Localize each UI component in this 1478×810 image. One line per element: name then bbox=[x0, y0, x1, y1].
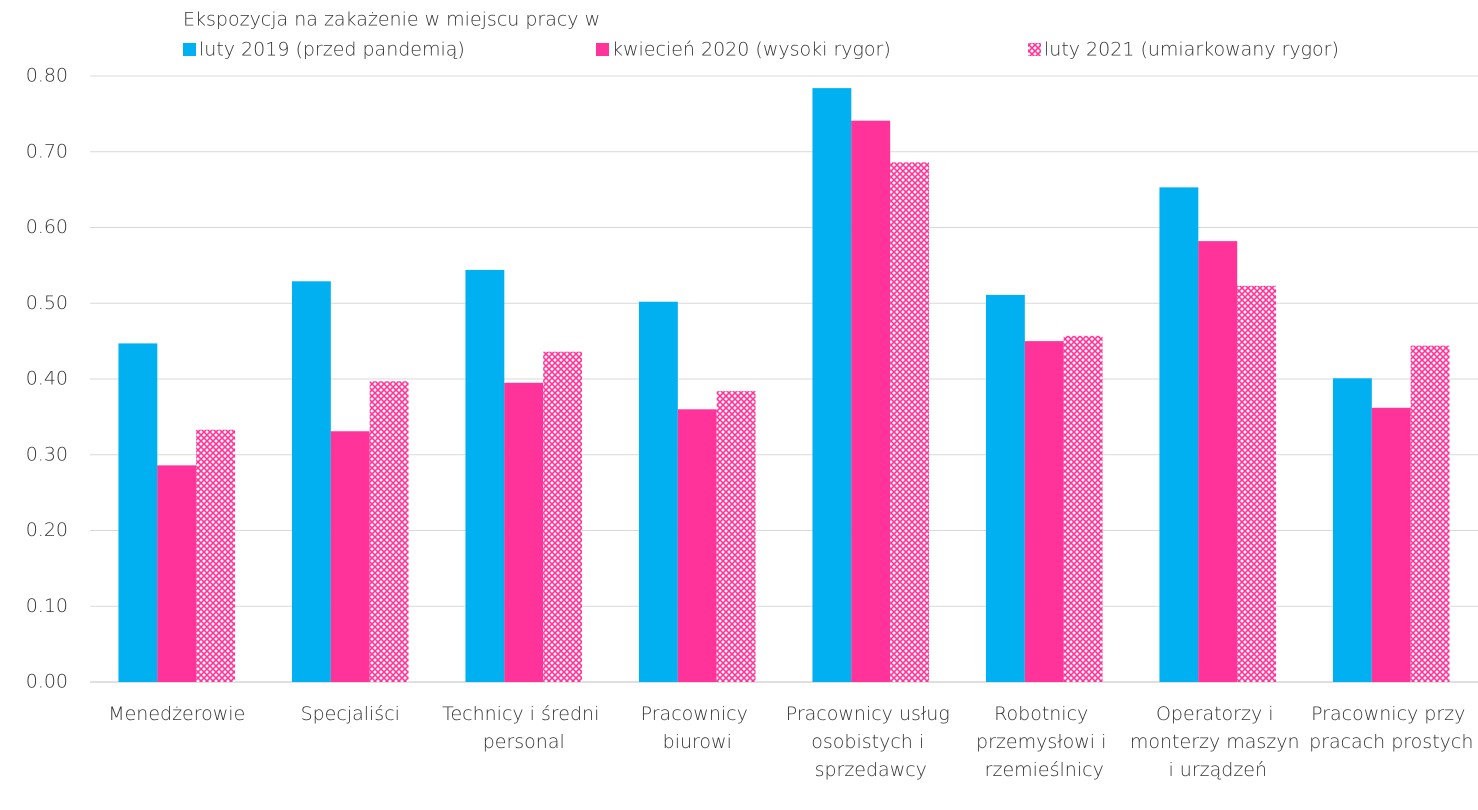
bar bbox=[677, 409, 717, 682]
x-tick-label-line: rzemieślnicy bbox=[985, 759, 1104, 781]
x-tick-label-line: personal bbox=[483, 731, 565, 753]
bar bbox=[1237, 285, 1277, 682]
legend-label: luty 2021 (umiarkowany rygor) bbox=[1044, 39, 1339, 61]
y-tick-label: 0.10 bbox=[26, 595, 68, 617]
legend-label: kwiecień 2020 (wysoki rygor) bbox=[612, 39, 891, 61]
bar bbox=[196, 429, 236, 682]
bar bbox=[465, 269, 505, 682]
legend-swatch bbox=[183, 43, 196, 56]
x-tick-label-line: Operatorzy i bbox=[1156, 703, 1280, 725]
legend-label: luty 2019 (przed pandemią) bbox=[199, 39, 465, 61]
y-tick-label: 0.00 bbox=[26, 671, 68, 693]
y-tick-label: 0.40 bbox=[26, 368, 68, 390]
bar bbox=[1024, 341, 1064, 682]
x-tick-label: Operatorzy i monterzy maszyn i urządzeń bbox=[1130, 703, 1306, 781]
x-tick-label: Pracownicy biurowi bbox=[641, 703, 754, 753]
x-tick-label-line: biurowi bbox=[663, 731, 732, 753]
x-tick-label: Pracownicy usług osobistych i sprzedawcy bbox=[786, 703, 956, 781]
bar bbox=[291, 281, 331, 682]
x-tick-label-line: sprzedawcy bbox=[815, 759, 927, 781]
x-tick-label-line: Pracownicy przy bbox=[1311, 703, 1471, 725]
y-tick-label: 0.60 bbox=[26, 216, 68, 238]
legend-title: Ekspozycja na zakażenie w miejscu pracy … bbox=[183, 9, 600, 31]
x-tick-label-line: monterzy maszyn bbox=[1130, 731, 1306, 753]
bar bbox=[1063, 335, 1103, 682]
x-tick-label-line: i urządzeń bbox=[1168, 759, 1267, 781]
x-tick-label: Menedżerowie bbox=[108, 703, 245, 725]
y-tick-label: 0.20 bbox=[26, 519, 68, 541]
bar bbox=[1198, 241, 1238, 682]
x-tick-label-line: Robotnicy bbox=[994, 703, 1094, 725]
bar bbox=[638, 301, 678, 682]
x-tick-label-line: przemysłowi i bbox=[976, 731, 1112, 753]
bar bbox=[543, 351, 583, 682]
legend-swatch bbox=[596, 43, 609, 56]
x-tick-label-line: Technicy i średni bbox=[442, 703, 605, 725]
bar bbox=[890, 162, 930, 683]
bar bbox=[1371, 407, 1411, 682]
bar bbox=[369, 381, 409, 682]
x-tick-label-line: osobistych i bbox=[811, 731, 930, 753]
bar bbox=[1159, 187, 1199, 683]
x-tick-label: Specjaliści bbox=[301, 703, 400, 725]
bar bbox=[504, 382, 544, 682]
bar bbox=[716, 391, 756, 682]
y-tick-label: 0.30 bbox=[26, 443, 68, 465]
bar bbox=[330, 431, 370, 682]
x-tick-label-line: Menedżerowie bbox=[108, 703, 245, 725]
y-tick-label: 0.50 bbox=[26, 292, 68, 314]
x-tick-label-line: Specjaliści bbox=[301, 703, 400, 725]
bar bbox=[1332, 378, 1372, 682]
bar bbox=[157, 465, 197, 682]
bar bbox=[985, 294, 1025, 682]
x-tick-label: Pracownicy przy pracach prostych bbox=[1309, 703, 1473, 753]
bar bbox=[118, 343, 158, 682]
y-tick-label: 0.70 bbox=[26, 140, 68, 162]
x-tick-label: Robotnicy przemysłowi i rzemieślnicy bbox=[976, 703, 1112, 781]
x-tick-label: Technicy i średni personal bbox=[442, 703, 605, 753]
x-tick-label-line: Pracownicy usług bbox=[786, 703, 956, 725]
bar bbox=[1410, 345, 1450, 682]
x-tick-label-line: pracach prostych bbox=[1309, 731, 1473, 753]
x-tick-label-line: Pracownicy bbox=[641, 703, 754, 725]
y-tick-label: 0.80 bbox=[26, 65, 68, 87]
bar bbox=[851, 120, 891, 682]
bar bbox=[812, 88, 852, 683]
legend-swatch bbox=[1028, 43, 1041, 56]
